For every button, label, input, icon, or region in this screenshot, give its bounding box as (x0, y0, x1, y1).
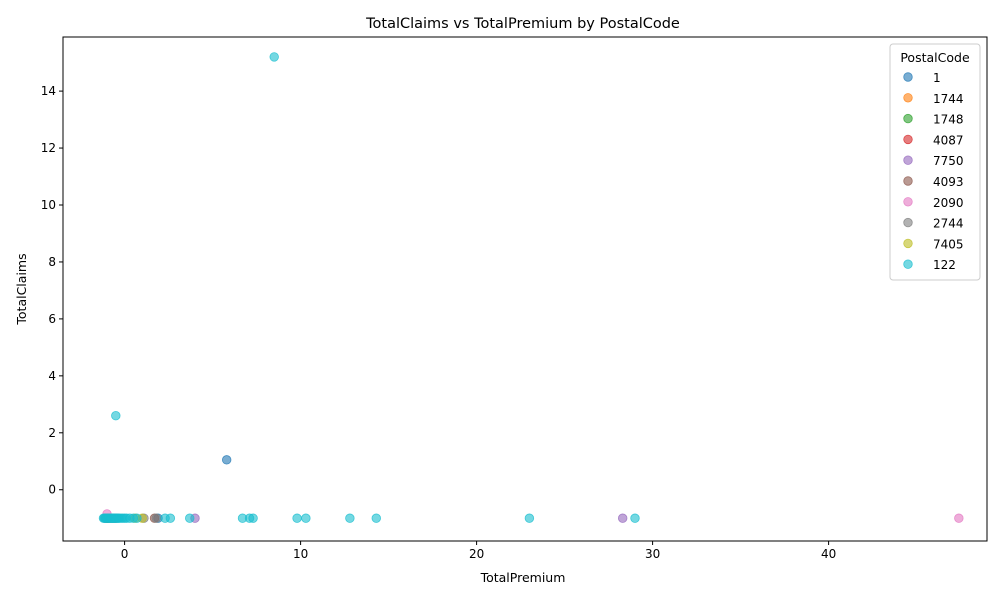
data-point (165, 513, 176, 523)
y-axis-label: TotalClaims (14, 253, 29, 325)
y-tick-label: 4 (48, 369, 56, 383)
legend-label: 7750 (933, 154, 964, 168)
legend-label: 1748 (933, 113, 964, 127)
x-tick-label: 10 (293, 547, 308, 561)
legend-label: 4093 (933, 175, 964, 189)
legend-marker (903, 93, 913, 103)
legend-label: 7405 (933, 237, 964, 251)
legend-label: 2744 (933, 217, 964, 231)
series-1 (100, 455, 232, 523)
legend-marker (903, 217, 913, 228)
y-tick-label: 12 (41, 141, 56, 155)
x-tick-label: 40 (821, 547, 836, 561)
chart-title: TotalClaims vs TotalPremium by PostalCod… (365, 16, 680, 32)
y-tick-label: 8 (48, 255, 56, 269)
series-7750 (100, 513, 628, 523)
x-axis-label: TotalPremium (480, 570, 566, 585)
legend-marker (903, 197, 913, 207)
data-point (151, 513, 161, 523)
legend-marker (903, 259, 913, 269)
y-tick-label: 6 (48, 312, 56, 326)
y-tick-label: 14 (41, 84, 56, 98)
data-point (221, 455, 232, 465)
data-point (269, 52, 279, 62)
data-point (292, 513, 302, 523)
data-point (301, 513, 311, 523)
data-point (954, 513, 964, 523)
legend-marker (903, 72, 913, 82)
data-point (185, 513, 195, 523)
legend-label: 1744 (933, 92, 964, 106)
series-122 (98, 52, 640, 523)
legend-label: 2090 (933, 196, 964, 210)
x-tick-label: 0 (121, 547, 129, 561)
data-point (248, 513, 258, 523)
data-point (371, 513, 381, 523)
legend-title: PostalCode (900, 50, 970, 65)
plot-area (62, 36, 988, 542)
x-axis-ticks: 0 10 20 30 40 (121, 541, 836, 561)
data-point (524, 513, 535, 523)
legend-box (889, 43, 981, 281)
legend-marker (903, 155, 913, 165)
data-point (630, 513, 640, 523)
data-points (98, 52, 964, 523)
y-tick-label: 2 (48, 426, 56, 440)
y-tick-label: 0 (48, 483, 56, 497)
legend-marker (903, 238, 913, 249)
x-tick-label: 20 (469, 547, 484, 561)
legend-label: 122 (933, 258, 956, 272)
data-point (345, 513, 355, 523)
legend: PostalCode 1 1744 1748 4087 7750 4093 2090 2744… (889, 43, 981, 281)
data-point (132, 513, 142, 523)
legend-marker (903, 176, 913, 186)
legend-marker (903, 113, 913, 124)
legend-label: 1 (933, 71, 941, 85)
legend-marker (903, 134, 913, 145)
data-point (111, 411, 121, 421)
y-axis-ticks: 0 2 4 6 8 10 12 14 (41, 84, 63, 497)
y-tick-label: 10 (41, 198, 56, 212)
x-tick-label: 30 (645, 547, 660, 561)
data-point (617, 513, 628, 523)
legend-label: 4087 (933, 133, 964, 147)
plot-frame (62, 36, 988, 542)
